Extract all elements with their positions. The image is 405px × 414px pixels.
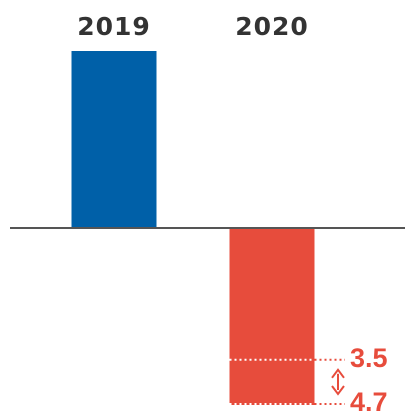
annotation-label: 4.7 bbox=[350, 387, 388, 414]
bar bbox=[229, 228, 315, 405]
category-label: 2019 bbox=[77, 12, 151, 41]
category-label: 2020 bbox=[235, 12, 309, 41]
arrow-head bbox=[331, 385, 345, 396]
arrow-head bbox=[331, 368, 345, 379]
bar bbox=[71, 51, 157, 228]
annotation-label: 3.5 bbox=[350, 343, 388, 373]
